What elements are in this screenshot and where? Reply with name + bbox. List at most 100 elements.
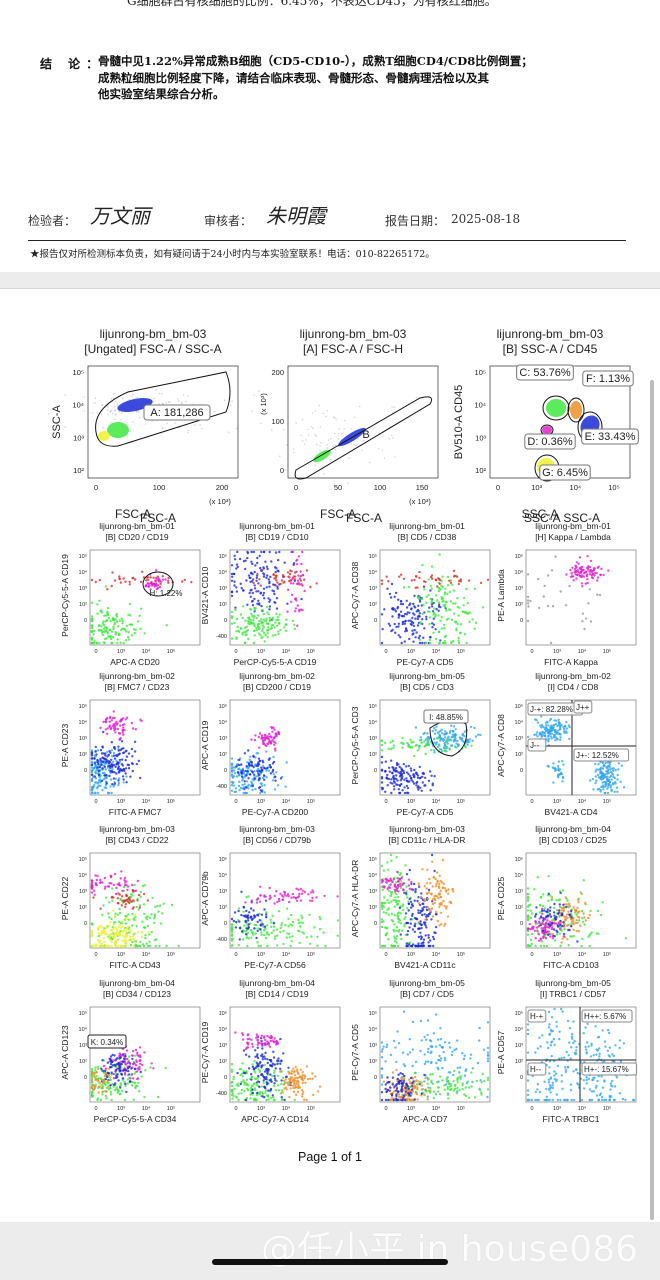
- event-dot: [142, 926, 146, 929]
- event-dot: [419, 931, 422, 934]
- event-dot: [121, 1053, 125, 1056]
- event-dot: [397, 622, 401, 625]
- event-dot: [312, 427, 314, 429]
- event-dot: [397, 895, 400, 899]
- event-dot: [131, 912, 134, 916]
- event-dot: [242, 905, 245, 909]
- event-dot: [467, 579, 471, 582]
- event-dot: [109, 766, 112, 770]
- event-dot: [558, 773, 562, 776]
- event-dot: [537, 932, 540, 935]
- event-dot: [620, 764, 624, 767]
- event-dot: [445, 740, 449, 744]
- event-dot: [564, 918, 567, 921]
- event-dot: [112, 625, 115, 629]
- event-dot: [381, 907, 384, 911]
- population-density: [570, 401, 582, 419]
- event-dot: [111, 887, 114, 890]
- event-dot: [431, 898, 435, 901]
- event-dot: [256, 941, 259, 944]
- event-dot: [270, 726, 273, 729]
- event-dot: [606, 791, 610, 795]
- event-dot: [281, 1076, 285, 1080]
- event-dot: [381, 449, 384, 451]
- event-dot: [239, 768, 242, 772]
- event-dot: [314, 464, 317, 467]
- event-dot: [265, 617, 268, 620]
- event-dot: [412, 602, 415, 606]
- event-dot: [238, 758, 241, 762]
- event-dot: [280, 1082, 283, 1086]
- event-dot: [327, 439, 330, 441]
- population: [230, 605, 297, 645]
- y-tick-label: -400: [216, 1091, 227, 1097]
- event-dot: [250, 612, 253, 615]
- event-dot: [252, 578, 255, 581]
- event-dot: [258, 746, 261, 749]
- event-dot: [90, 749, 94, 752]
- event-dot: [474, 621, 478, 624]
- event-dot: [443, 593, 447, 596]
- event-dot: [380, 579, 384, 582]
- date-label: 报告日期：: [385, 214, 446, 228]
- event-dot: [201, 427, 203, 430]
- event-dot: [274, 551, 278, 554]
- event-dot: [289, 913, 293, 917]
- event-dot: [423, 897, 426, 901]
- event-dot: [118, 575, 121, 578]
- event-dot: [242, 910, 245, 913]
- event-dot: [568, 905, 571, 908]
- event-dot: [101, 630, 104, 633]
- event-dot: [547, 730, 550, 733]
- event-dot: [305, 1098, 308, 1102]
- event-dot: [325, 415, 328, 418]
- event-dot: [292, 896, 295, 899]
- event-dot: [90, 777, 94, 781]
- y-tick-label: 0: [374, 768, 377, 774]
- event-dot: [260, 1037, 263, 1040]
- event-dot: [101, 1086, 104, 1090]
- event-dot: [131, 894, 134, 897]
- event-dot: [98, 765, 102, 769]
- event-dot: [624, 937, 628, 940]
- event-dot: [440, 903, 443, 906]
- event-dot: [263, 791, 266, 794]
- event-dot: [290, 1072, 293, 1075]
- event-dot: [298, 941, 301, 945]
- event-dot: [390, 919, 393, 922]
- event-dot: [273, 902, 276, 905]
- y-tick-label: -400: [216, 784, 227, 790]
- event-dot: [419, 736, 422, 739]
- event-dot: [533, 888, 536, 891]
- event-dot: [111, 716, 115, 720]
- event-dot: [592, 788, 595, 791]
- event-dot: [397, 613, 400, 616]
- event-dot: [291, 892, 295, 896]
- event-dot: [280, 924, 283, 927]
- event-dot: [112, 763, 116, 767]
- event-dot: [412, 943, 415, 946]
- event-dot: [100, 763, 103, 766]
- event-dot: [136, 931, 140, 934]
- event-dot: [238, 780, 241, 783]
- event-dot: [414, 890, 417, 893]
- y-tick-label: 10⁴: [515, 719, 524, 726]
- x-tick-label: 10⁴: [578, 951, 587, 958]
- event-dot: [590, 576, 594, 579]
- event-dot: [390, 791, 393, 795]
- event-dot: [90, 638, 94, 641]
- event-dot: [410, 579, 413, 582]
- x-axis-label: FITC-A CD43: [109, 960, 160, 970]
- event-dot: [267, 578, 270, 581]
- flow-plot-10: lijunrong-bm_bm-03[B] CD56 / CD79b10⁵10⁴…: [200, 824, 341, 970]
- event-dot: [133, 631, 136, 635]
- event-dot: [94, 750, 97, 753]
- event-dot: [245, 927, 248, 930]
- event-dot: [558, 903, 561, 906]
- event-dot: [430, 918, 433, 921]
- divider: [28, 240, 626, 241]
- event-dot: [136, 411, 138, 413]
- event-dot: [104, 614, 108, 617]
- event-dot: [169, 401, 171, 403]
- event-dot: [230, 944, 234, 947]
